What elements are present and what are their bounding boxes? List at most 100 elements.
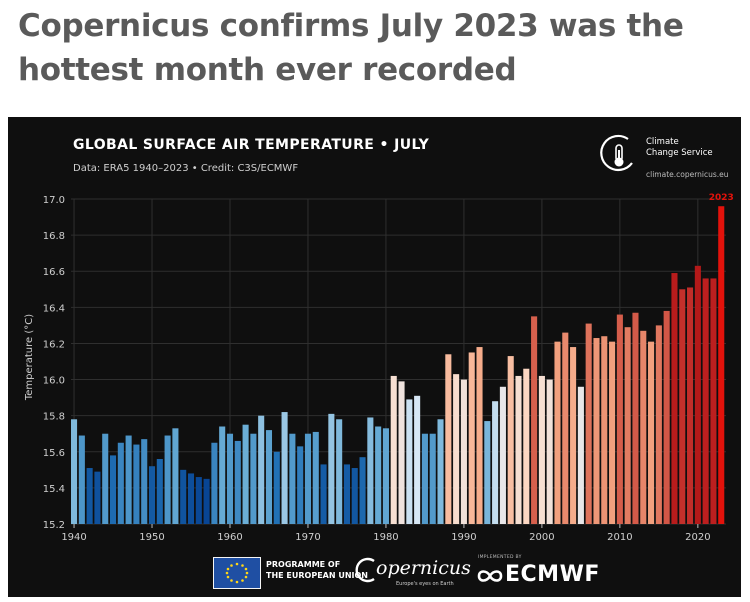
ecmwf-swirl-icon xyxy=(477,570,503,582)
x-tick-label: 1970 xyxy=(295,532,320,543)
bar-1984 xyxy=(414,395,421,524)
y-tick-label: 16.0 xyxy=(43,376,65,387)
bar-1951 xyxy=(156,459,163,524)
copernicus-c-icon xyxy=(355,557,375,583)
eu-flag-icon xyxy=(213,557,261,589)
bar-1944 xyxy=(102,433,109,524)
bar-1974 xyxy=(336,419,343,524)
article-headline: Copernicus confirms July 2023 was the ho… xyxy=(18,8,684,88)
eu-label-line2: THE EUROPEAN UNION xyxy=(266,571,368,580)
y-tick-label: 15.2 xyxy=(43,520,65,531)
bar-1941 xyxy=(78,435,85,524)
y-tick-label: 16.8 xyxy=(43,231,65,242)
c3s-url: climate.copernicus.eu xyxy=(646,170,729,179)
bar-2018 xyxy=(679,289,686,524)
bar-2003 xyxy=(562,332,569,524)
bar-1945 xyxy=(109,455,117,524)
bar-2023 xyxy=(718,206,725,524)
bar-1970 xyxy=(304,433,312,524)
bar-1975 xyxy=(343,464,350,524)
bar-2015 xyxy=(655,325,662,524)
bar-1999 xyxy=(531,316,538,524)
c3s-name-line1: Climate xyxy=(646,137,679,147)
bar-1998 xyxy=(523,368,530,524)
bar-1973 xyxy=(328,413,335,524)
bar-2019 xyxy=(687,287,694,524)
bar-2009 xyxy=(609,341,616,524)
bar-1985 xyxy=(421,433,428,524)
chart-panel: 15.2 15.4 15.6 15.8 16.0 16.2 16.4 16.6 16.8 17.0… xyxy=(8,117,741,597)
bar-1963 xyxy=(250,433,257,524)
bar-1990 xyxy=(460,379,467,524)
c3s-logo: Climate Change Service climate.copernicu… xyxy=(598,131,729,181)
bars xyxy=(71,206,725,524)
chart-title: GLOBAL SURFACE AIR TEMPERATURE • JULY xyxy=(73,137,430,153)
bar-1948 xyxy=(133,444,140,524)
x-tick-label: 1990 xyxy=(451,532,476,543)
x-tick-label: 2000 xyxy=(529,532,554,543)
bar-2011 xyxy=(624,327,631,524)
bar-1964 xyxy=(258,415,265,524)
bar-2014 xyxy=(648,341,655,524)
x-tick-label: 1950 xyxy=(139,532,164,543)
bar-1989 xyxy=(453,374,460,524)
bar-1967 xyxy=(281,412,288,524)
bar-1979 xyxy=(375,426,382,524)
bar-1982 xyxy=(398,381,405,524)
axes: 15.2 15.4 15.6 15.8 16.0 16.2 16.4 16.6 16.8 17.0… xyxy=(43,195,711,543)
bar-1997 xyxy=(515,375,522,524)
bar-1961 xyxy=(234,440,241,524)
highlight-label-2023: 2023 xyxy=(709,193,734,203)
bar-1981 xyxy=(390,375,397,524)
bar-2020 xyxy=(694,265,701,524)
bar-2022 xyxy=(710,278,717,524)
bar-2013 xyxy=(640,330,647,524)
bar-1965 xyxy=(265,430,273,524)
bar-1994 xyxy=(492,401,499,524)
bar-1940 xyxy=(71,419,78,524)
bar-2000 xyxy=(538,375,545,524)
bar-2007 xyxy=(593,338,600,524)
bar-1987 xyxy=(437,419,444,524)
x-tick-label: 1960 xyxy=(217,532,242,543)
bar-1962 xyxy=(242,424,249,524)
bar-1993 xyxy=(484,421,491,524)
bar-1976 xyxy=(351,468,358,524)
bar-1960 xyxy=(226,433,234,524)
bar-1952 xyxy=(164,435,171,524)
bar-1992 xyxy=(476,347,483,524)
bar-2004 xyxy=(570,347,577,524)
y-tick-label: 15.4 xyxy=(43,484,65,495)
chart-footer: PROGRAMME OF THE EUROPEAN UNION opernicu… xyxy=(8,547,741,597)
y-tick-label: 15.8 xyxy=(43,412,65,423)
bar-1957 xyxy=(203,478,210,524)
bar-1950 xyxy=(148,466,156,524)
bar-1949 xyxy=(141,439,148,524)
bar-1996 xyxy=(507,356,514,524)
x-tick-label: 2020 xyxy=(685,532,710,543)
bar-1971 xyxy=(312,431,319,524)
eu-label-line1: PROGRAMME OF xyxy=(266,560,341,569)
y-tick-label: 16.4 xyxy=(43,303,65,314)
bar-1977 xyxy=(359,457,366,524)
y-tick-label: 15.6 xyxy=(43,448,65,459)
bar-1983 xyxy=(406,399,413,524)
bar-1943 xyxy=(94,471,101,524)
bar-1959 xyxy=(219,426,226,524)
bar-1995 xyxy=(499,386,506,524)
bar-1956 xyxy=(195,477,202,524)
bar-1978 xyxy=(367,417,374,524)
bar-1953 xyxy=(172,428,179,524)
bar-2010 xyxy=(616,314,623,524)
y-tick-label: 17.0 xyxy=(43,195,65,206)
bar-1958 xyxy=(211,442,218,524)
copernicus-logo: opernicus xyxy=(376,557,471,579)
thermometer-globe-icon xyxy=(600,134,633,172)
y-axis-label: Temperature (°C) xyxy=(24,314,35,401)
eu-programme-label: PROGRAMME OF THE EUROPEAN UNION xyxy=(266,559,368,581)
bar-2002 xyxy=(554,341,561,524)
c3s-name: Climate Change Service xyxy=(646,137,726,159)
bar-1954 xyxy=(180,469,187,524)
y-tick-label: 16.6 xyxy=(43,267,65,278)
bar-2012 xyxy=(632,312,639,524)
